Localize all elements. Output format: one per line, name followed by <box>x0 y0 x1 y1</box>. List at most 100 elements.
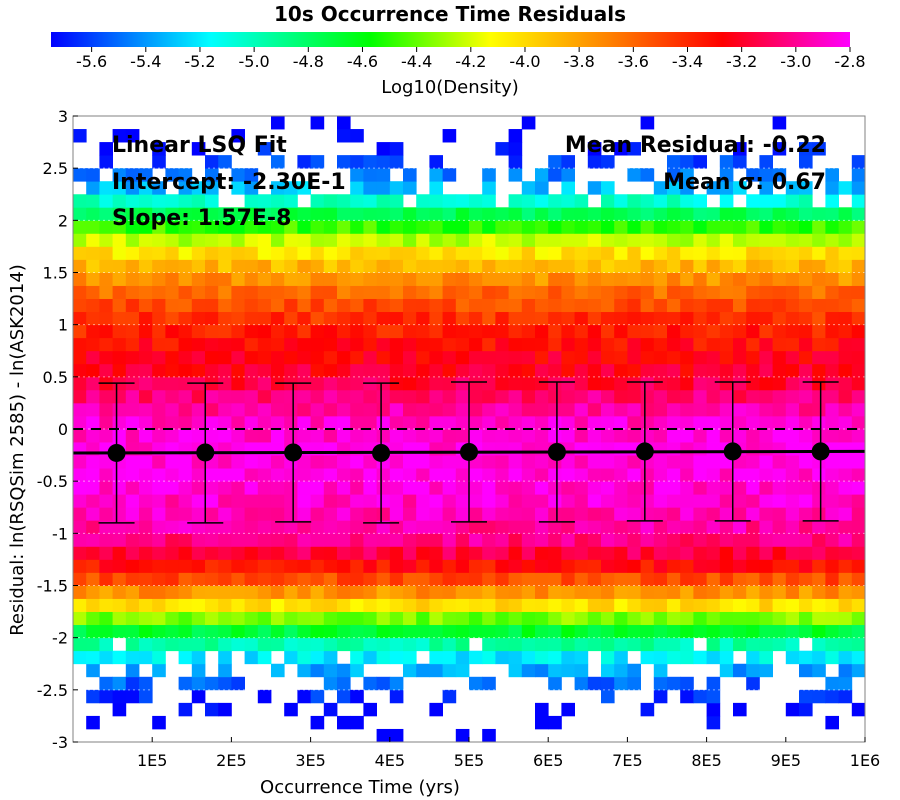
heatmap-cell <box>601 507 615 521</box>
heatmap-cell <box>125 624 140 639</box>
heatmap-cell <box>653 520 668 534</box>
heatmap-cell <box>310 389 325 404</box>
heatmap-cell <box>350 376 364 391</box>
heatmap-cell <box>587 415 602 430</box>
heatmap-cell <box>323 220 338 234</box>
heatmap-cell <box>614 246 628 260</box>
heatmap-cell <box>772 337 787 352</box>
heatmap-cell <box>191 324 206 339</box>
x-tick-label: 4E5 <box>375 751 405 770</box>
heatmap-cell <box>442 559 457 573</box>
heatmap-cell <box>363 246 377 260</box>
heatmap-cell <box>323 481 338 495</box>
heatmap-cell <box>86 598 100 612</box>
heatmap-cell <box>271 585 285 599</box>
heatmap-cell <box>73 272 87 286</box>
heatmap-cell <box>178 702 193 717</box>
heatmap-cell <box>838 389 853 404</box>
y-tick-label: 1.5 <box>43 264 68 283</box>
x-tick-label: 5E5 <box>454 751 484 770</box>
heatmap-cell <box>442 363 457 378</box>
heatmap-cell <box>86 533 100 547</box>
heatmap-cell <box>799 402 813 417</box>
heatmap-cell <box>733 585 747 599</box>
heatmap-cell <box>165 585 179 599</box>
heatmap-cell <box>746 402 760 417</box>
heatmap-cell <box>469 650 483 665</box>
heatmap-cell <box>271 402 285 417</box>
heatmap-cell <box>416 494 430 508</box>
heatmap-cell <box>535 663 549 678</box>
mean-point <box>723 442 742 461</box>
heatmap-cell <box>482 350 496 365</box>
heatmap-cell <box>310 272 325 286</box>
heatmap-cell <box>429 481 443 495</box>
heatmap-cell <box>799 689 813 704</box>
heatmap-cell <box>772 481 787 495</box>
heatmap-cell <box>271 246 285 260</box>
heatmap-cell <box>231 481 245 495</box>
heatmap-cell <box>851 624 865 639</box>
heatmap-cell <box>416 272 430 286</box>
heatmap-cell <box>455 520 470 534</box>
heatmap-cell <box>719 337 734 352</box>
heatmap-cell <box>350 285 364 299</box>
heatmap-cell <box>825 481 839 495</box>
heatmap-cell <box>416 429 430 443</box>
heatmap-cell <box>323 207 338 221</box>
heatmap-cell <box>389 598 404 612</box>
heatmap-cell <box>601 637 615 652</box>
heatmap-cell <box>482 481 496 495</box>
heatmap-cell <box>310 637 325 652</box>
heatmap-cell <box>614 376 628 391</box>
heatmap-cell <box>733 507 747 521</box>
heatmap-cell <box>759 324 773 339</box>
heatmap-cell <box>838 324 853 339</box>
heatmap-cell <box>442 402 457 417</box>
heatmap-cell <box>205 168 219 182</box>
heatmap-cell <box>376 207 391 221</box>
heatmap-cell <box>706 598 721 612</box>
heatmap-cell <box>152 324 166 339</box>
heatmap-cell <box>99 494 113 508</box>
heatmap-cell <box>429 207 443 221</box>
y-tick-label: -3 <box>52 733 68 752</box>
heatmap-cell <box>680 389 694 404</box>
heatmap-cell <box>469 376 483 391</box>
heatmap-cell <box>640 507 655 521</box>
heatmap-cell <box>139 415 153 430</box>
heatmap-cell <box>350 389 364 404</box>
heatmap-cell <box>231 415 245 430</box>
heatmap-cell <box>812 285 826 299</box>
heatmap-cell <box>627 520 641 534</box>
heatmap-cell <box>548 337 562 352</box>
heatmap-cell <box>587 389 602 404</box>
heatmap-cell <box>125 676 140 691</box>
heatmap-cell <box>640 194 655 208</box>
heatmap-cell <box>455 507 470 521</box>
heatmap-cell <box>825 598 839 612</box>
heatmap-cell <box>640 324 655 339</box>
heatmap-cell <box>363 585 377 599</box>
heatmap-cell <box>508 611 523 626</box>
heatmap-cell <box>640 611 655 626</box>
heatmap-cell <box>191 233 206 247</box>
heatmap-cell <box>244 389 259 404</box>
heatmap-cell <box>86 324 100 339</box>
heatmap-cell <box>350 363 364 378</box>
heatmap-cell <box>469 220 483 234</box>
heatmap-cell <box>746 376 760 391</box>
heatmap-cell <box>482 637 496 652</box>
heatmap-cell <box>257 246 272 260</box>
heatmap-cell <box>548 220 562 234</box>
heatmap-cell <box>706 402 721 417</box>
heatmap-cell <box>337 415 351 430</box>
heatmap-cell <box>574 376 589 391</box>
heatmap-cell <box>535 585 549 599</box>
heatmap-cell <box>218 481 232 495</box>
heatmap-cell <box>601 663 615 678</box>
colorbar <box>51 32 850 47</box>
heatmap-cell <box>495 585 509 599</box>
heatmap-cell <box>640 702 655 717</box>
heatmap-cell <box>73 207 87 221</box>
